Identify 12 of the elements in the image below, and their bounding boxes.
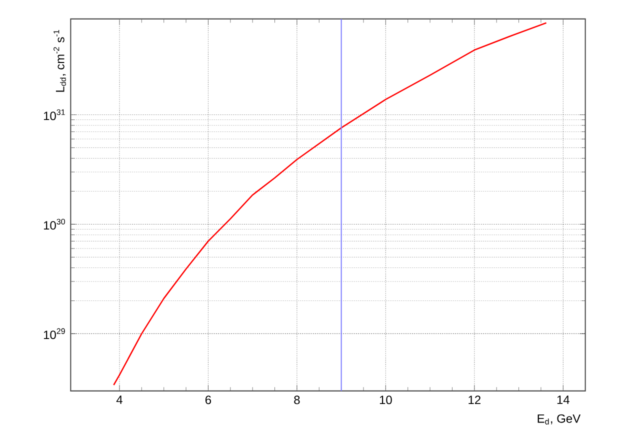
x-tick-label: 14 — [557, 396, 570, 404]
x-axis-title: E$_{d}$, GeV — [538, 414, 581, 424]
y-tick-label: 10$^{30}$ — [44, 218, 65, 230]
x-tick-label: 6 — [205, 396, 212, 404]
y-tick-label: 10$^{31}$ — [44, 109, 65, 120]
x-tick-label: 4 — [116, 396, 122, 404]
y-axis-title: L$_{dd}$, cm$^{-2}$ s$^{-1}$ — [54, 30, 66, 92]
y-tick-label: 10$^{29}$ — [44, 328, 65, 340]
x-tick-label: 12 — [468, 396, 480, 404]
x-tick-label: 8 — [294, 396, 300, 404]
x-tick-label: 10 — [380, 396, 392, 404]
line-series — [113, 22, 547, 386]
